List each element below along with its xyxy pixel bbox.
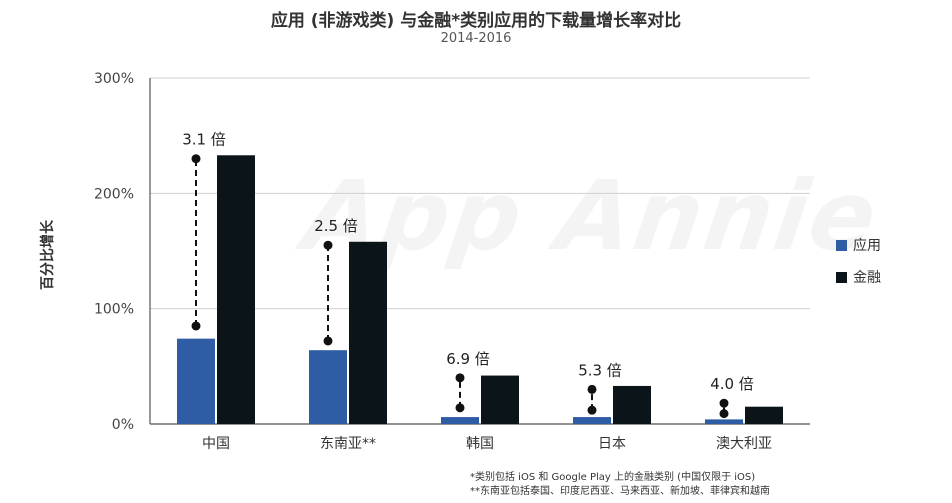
y-tick-label: 0% — [112, 417, 134, 433]
multiplier-label: 4.0 倍 — [710, 375, 754, 393]
multiplier-label: 3.1 倍 — [182, 131, 226, 149]
footnotes: *类别包括 iOS 和 Google Play 上的金融类别 (中国仅限于 iO… — [470, 471, 770, 499]
multiplier-label: 6.9 倍 — [446, 350, 490, 368]
legend-label-app: 应用 — [853, 238, 881, 254]
x-tick-label: 澳大利亚 — [716, 436, 772, 452]
bar-finance — [745, 406, 783, 424]
legend-item-finance: 金融 — [836, 266, 881, 288]
connector-dot-low — [323, 336, 333, 346]
bar-finance — [217, 155, 255, 425]
bar-app — [309, 350, 347, 424]
connector-dot-low — [587, 405, 597, 415]
bar-finance — [349, 241, 387, 424]
footnote-category: *类别包括 iOS 和 Google Play 上的金融类别 (中国仅限于 iO… — [470, 472, 756, 483]
bar-finance — [613, 385, 651, 424]
x-tick-label: 日本 — [598, 436, 626, 452]
chart-subtitle: 2014-2016 — [440, 31, 512, 46]
y-tick-label: 200% — [94, 186, 134, 202]
connector-dot-low — [455, 403, 465, 413]
bar-app — [177, 338, 215, 424]
y-axis-label: 百分比增长 — [39, 219, 56, 290]
x-tick-label: 韩国 — [466, 436, 494, 452]
x-tick-label: 东南亚** — [320, 436, 376, 452]
x-tick-label: 中国 — [202, 436, 230, 452]
bar-app — [573, 417, 611, 424]
legend-swatch-app — [836, 239, 847, 251]
y-tick-label: 100% — [94, 302, 134, 318]
connector-dot-high — [455, 373, 465, 383]
connector-dot-high — [719, 398, 729, 408]
footnote-sea: **东南亚包括泰国、印度尼西亚、马来西亚、新加坡、菲律宾和越南 — [470, 486, 770, 497]
legend-swatch-finance — [836, 271, 847, 283]
connector-dot-low — [191, 321, 201, 331]
bar-app — [441, 417, 479, 424]
legend-label-finance: 金融 — [853, 270, 881, 286]
connector-dot-high — [191, 154, 201, 164]
multiplier-label: 5.3 倍 — [578, 361, 622, 379]
connector-dot-high — [323, 240, 333, 250]
y-tick-label: 300% — [94, 71, 134, 87]
connector-dot-high — [587, 384, 597, 394]
connector-dot-low — [719, 409, 729, 419]
legend-item-app: 应用 — [836, 234, 881, 256]
multiplier-label: 2.5 倍 — [314, 217, 358, 235]
bar-finance — [481, 375, 519, 424]
chart-title: 应用 (非游戏类) 与金融*类别应用的下载量增长率对比 — [270, 11, 682, 31]
bar-app — [705, 419, 743, 424]
legend: 应用 金融 — [836, 234, 881, 298]
